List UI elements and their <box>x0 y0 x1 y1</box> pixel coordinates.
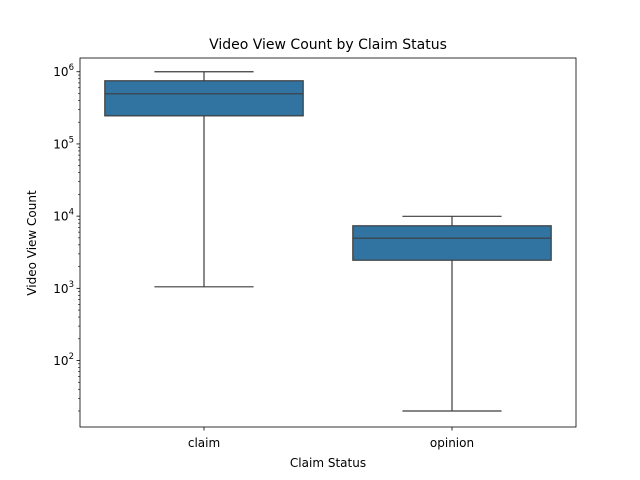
chart-title: Video View Count by Claim Status <box>209 37 447 53</box>
plot-area: 102 103 104 105 106 claim opinion <box>53 57 577 450</box>
box-claim <box>104 80 304 117</box>
y-axis-label: Video View Count <box>25 190 39 296</box>
x-axis-label: Claim Status <box>290 456 366 470</box>
y-tick-label: 106 <box>53 63 74 79</box>
axes-frame <box>79 57 577 428</box>
box-opinion <box>352 225 552 261</box>
x-tick-label: claim <box>188 436 220 450</box>
y-tick-label: 104 <box>53 208 74 224</box>
y-tick-label: 105 <box>53 135 74 151</box>
x-tick-label: opinion <box>430 436 474 450</box>
y-tick-label: 102 <box>53 352 74 368</box>
y-tick-label: 103 <box>53 280 74 296</box>
